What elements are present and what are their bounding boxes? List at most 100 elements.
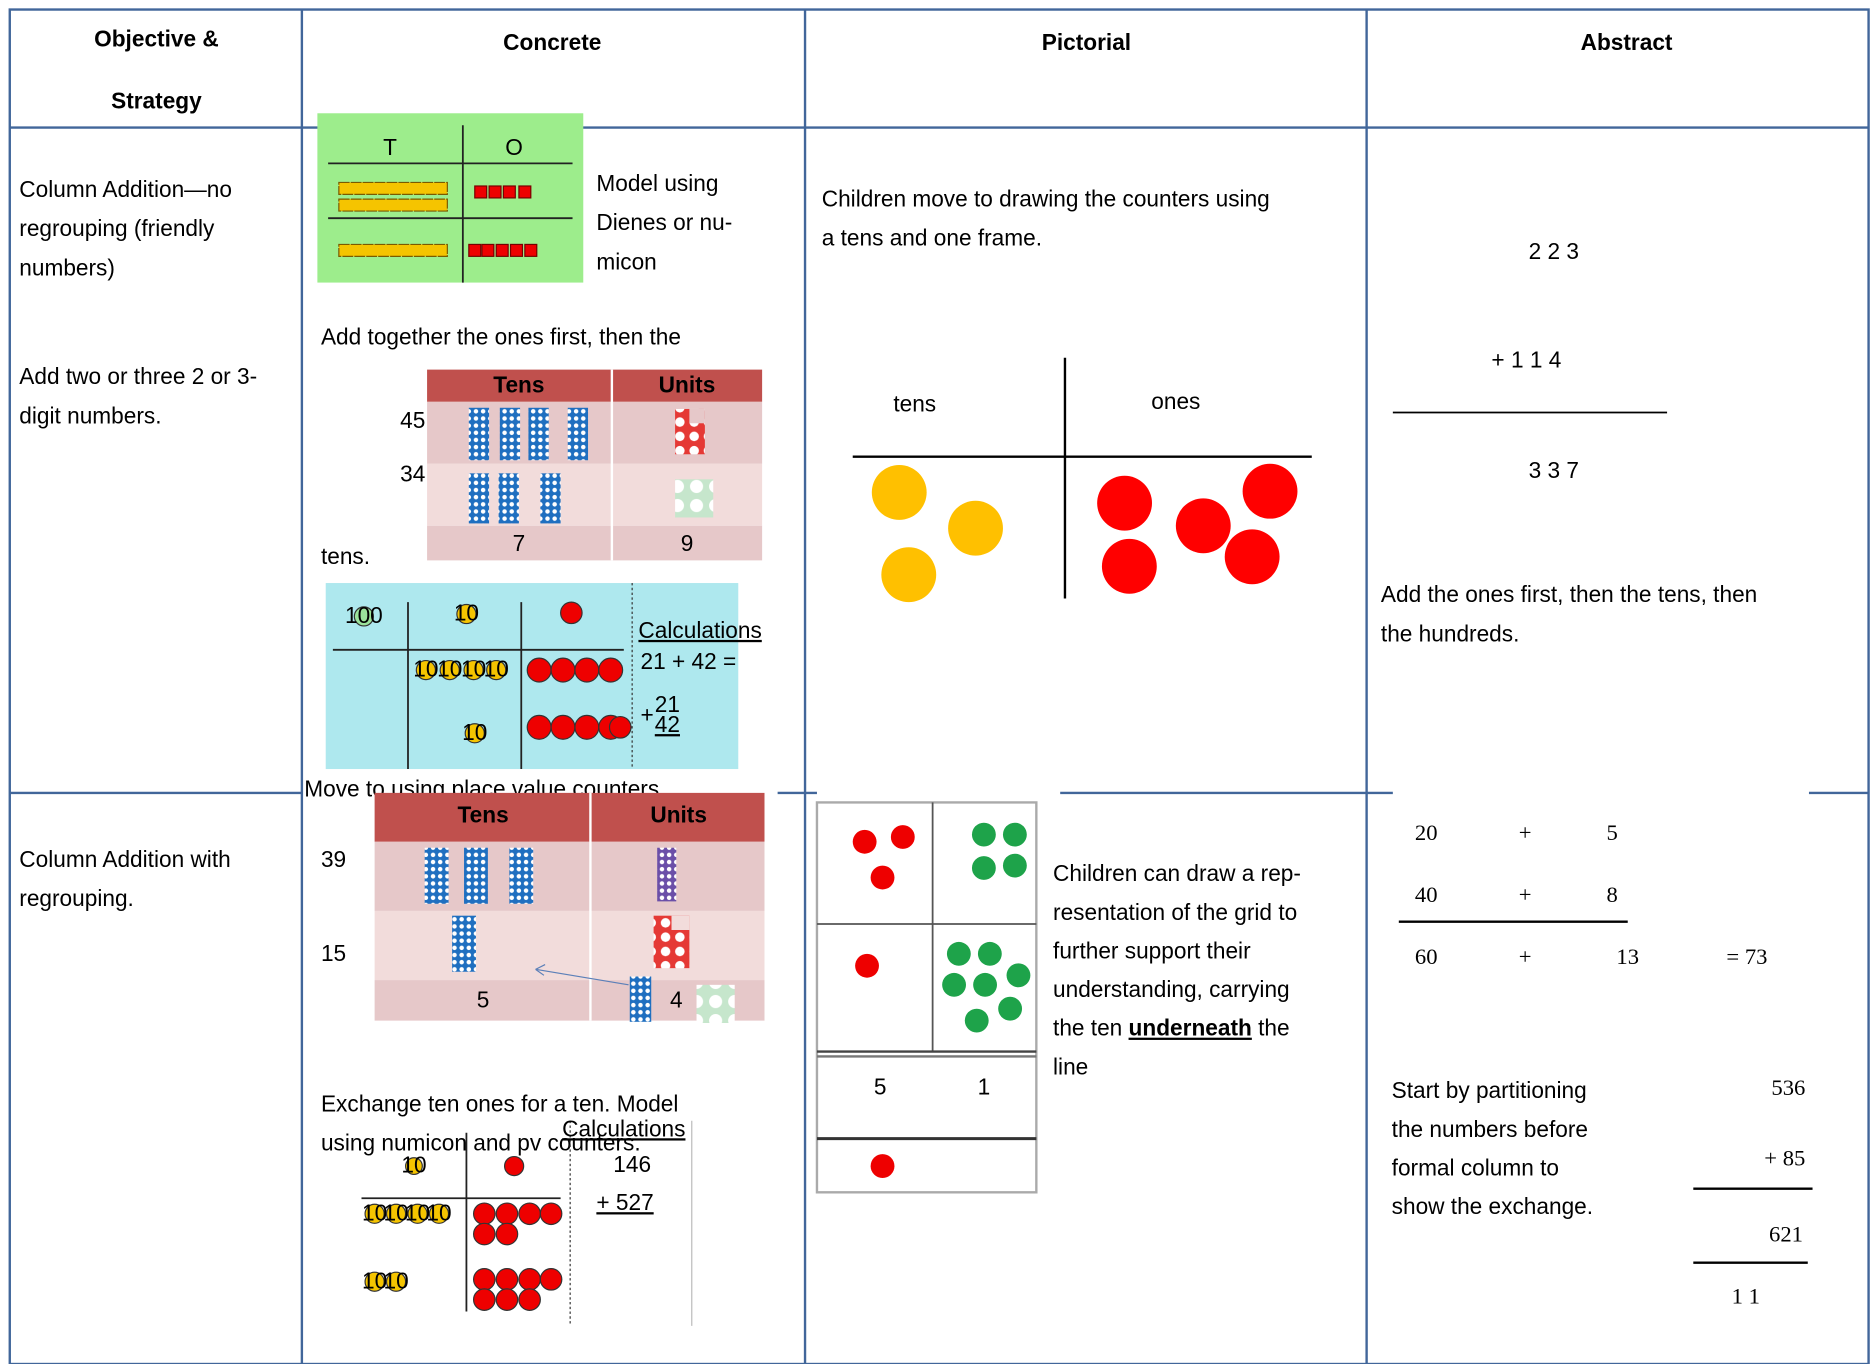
shape bbox=[481, 243, 495, 257]
shape bbox=[696, 984, 735, 1023]
sum-line: 3 3 7 bbox=[1529, 457, 1579, 483]
partition: 20 bbox=[1415, 820, 1438, 845]
table-header: Units bbox=[650, 802, 707, 828]
sum-line: + 1 1 4 bbox=[1491, 346, 1561, 372]
counter bbox=[364, 1203, 385, 1224]
shape bbox=[671, 915, 690, 930]
table-header: Tens bbox=[458, 802, 509, 828]
counter bbox=[385, 1203, 407, 1224]
abstract-text: the hundreds. bbox=[1381, 620, 1519, 646]
counter bbox=[870, 1154, 895, 1178]
counter bbox=[495, 1202, 519, 1226]
counter bbox=[495, 1222, 519, 1246]
counter bbox=[464, 723, 485, 744]
counter bbox=[1002, 853, 1027, 878]
calc: 21 + 42 = bbox=[641, 648, 737, 674]
counter bbox=[456, 603, 477, 625]
counter bbox=[364, 1271, 385, 1292]
column-line: 621 bbox=[1769, 1222, 1803, 1247]
shape bbox=[427, 369, 763, 402]
counter bbox=[495, 1288, 519, 1311]
shape bbox=[689, 408, 705, 424]
counter bbox=[890, 825, 915, 849]
shape bbox=[468, 407, 490, 461]
objective-text: Column Addition—no bbox=[19, 176, 232, 202]
counter bbox=[407, 1203, 428, 1224]
pictorial-text: a tens and one frame. bbox=[822, 225, 1042, 251]
partition: + bbox=[1519, 882, 1532, 907]
counter bbox=[560, 601, 583, 625]
dienes-image bbox=[317, 113, 584, 283]
pictorial-text: the ten underneath the bbox=[1053, 1015, 1290, 1041]
header-cell: Strategy bbox=[111, 88, 202, 114]
counter bbox=[539, 1268, 563, 1291]
caption: micon bbox=[596, 248, 656, 274]
objective-text: Column Addition with bbox=[19, 846, 230, 872]
pictorial-text: resentation of the grid to bbox=[1053, 899, 1297, 925]
counter bbox=[852, 829, 877, 854]
counter bbox=[503, 1155, 525, 1177]
partition: + bbox=[1519, 944, 1532, 969]
counter bbox=[472, 1222, 496, 1246]
column-line: + 85 bbox=[1764, 1145, 1805, 1170]
shape bbox=[427, 525, 763, 561]
shape bbox=[499, 407, 521, 461]
calc-heading: Calculations bbox=[638, 617, 761, 643]
counter bbox=[415, 659, 437, 681]
shape bbox=[468, 243, 482, 257]
counter bbox=[472, 1202, 496, 1226]
row-label: 45 bbox=[400, 407, 425, 433]
counter bbox=[608, 715, 632, 739]
calc: 21 bbox=[655, 691, 680, 717]
coin-label: 10 bbox=[437, 656, 462, 682]
counter bbox=[1097, 475, 1152, 531]
partition: 40 bbox=[1415, 882, 1438, 907]
abstract-text: show the exchange. bbox=[1392, 1193, 1593, 1219]
shape bbox=[495, 243, 509, 257]
counter bbox=[977, 941, 1002, 966]
counter bbox=[1101, 538, 1157, 594]
coin-label: 10 bbox=[454, 600, 479, 626]
counter bbox=[574, 657, 600, 683]
coin-label: 10 bbox=[484, 656, 509, 682]
shape bbox=[509, 243, 524, 257]
shape bbox=[468, 473, 490, 524]
counter bbox=[971, 856, 996, 880]
rule bbox=[535, 964, 546, 970]
caption: Dienes or nu- bbox=[596, 209, 732, 235]
grid-total: 1 bbox=[978, 1074, 991, 1100]
counter bbox=[526, 657, 552, 683]
frame-label: ones bbox=[1151, 388, 1200, 414]
shape bbox=[374, 910, 765, 981]
coin-label: 10 bbox=[383, 1199, 408, 1225]
shape bbox=[524, 243, 538, 257]
objective-text: numbers) bbox=[19, 254, 115, 280]
header-cell: Abstract bbox=[1581, 29, 1673, 55]
pictorial-text: further support their bbox=[1053, 937, 1251, 963]
instruction: Exchange ten ones for a ten. Model bbox=[321, 1090, 678, 1116]
shape bbox=[464, 847, 488, 904]
shape bbox=[338, 181, 448, 195]
shape bbox=[657, 847, 677, 902]
table-header: Tens bbox=[493, 371, 544, 397]
partition: + bbox=[1519, 820, 1532, 845]
frame-label: tens bbox=[893, 390, 936, 416]
text-run: the ten bbox=[1053, 1015, 1129, 1041]
counter bbox=[946, 941, 971, 966]
coin-label: 10 bbox=[462, 719, 487, 745]
counter bbox=[472, 1268, 496, 1291]
rule bbox=[535, 968, 629, 986]
shape bbox=[528, 407, 549, 461]
counter bbox=[855, 953, 879, 978]
counter bbox=[550, 657, 576, 683]
counter bbox=[353, 606, 375, 627]
counter bbox=[871, 465, 927, 520]
counter bbox=[405, 1157, 423, 1176]
pictorial-text: Children move to drawing the counters us… bbox=[822, 185, 1270, 211]
coin-label: 10 bbox=[362, 1199, 387, 1225]
pictorial-text: line bbox=[1053, 1053, 1088, 1079]
shape bbox=[540, 473, 561, 524]
pictorial-text: Children can draw a rep- bbox=[1053, 860, 1301, 886]
